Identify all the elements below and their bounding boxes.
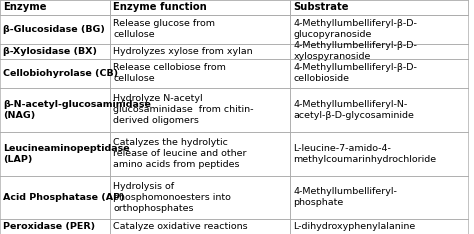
Text: Enzyme function: Enzyme function xyxy=(113,2,207,12)
Text: Catalyzes the hydrolytic
release of leucine and other
amino acids from peptides: Catalyzes the hydrolytic release of leuc… xyxy=(113,138,247,169)
Text: Hydrolysis of
phosphomonoesters into
orthophosphates: Hydrolysis of phosphomonoesters into ort… xyxy=(113,182,231,213)
Text: 4-Methyllumbelliferyl-β-D-
xylospyranoside: 4-Methyllumbelliferyl-β-D- xylospyranosi… xyxy=(293,41,417,61)
Text: 4-Methyllumbelliferyl-
phosphate: 4-Methyllumbelliferyl- phosphate xyxy=(293,187,397,208)
Text: Release cellobiose from
cellulose: Release cellobiose from cellulose xyxy=(113,63,226,83)
Text: Acid Phosphatase (AP): Acid Phosphatase (AP) xyxy=(3,193,125,202)
Text: L-dihydroxyphenylalanine: L-dihydroxyphenylalanine xyxy=(293,222,416,231)
Text: 4-Methyllumbelliferyl-β-D-
cellobioside: 4-Methyllumbelliferyl-β-D- cellobioside xyxy=(293,63,417,83)
Text: β-Glucosidase (BG): β-Glucosidase (BG) xyxy=(3,25,105,34)
Text: Cellobiohyrolase (CB): Cellobiohyrolase (CB) xyxy=(3,69,118,78)
Text: Hydrolyze N-acetyl
glucosaminidase  from chitin-
derived oligomers: Hydrolyze N-acetyl glucosaminidase from … xyxy=(113,94,254,125)
Text: Substrate: Substrate xyxy=(293,2,349,12)
Text: Peroxidase (PER): Peroxidase (PER) xyxy=(3,222,95,231)
Text: β-N-acetyl-glucosaminidase
(NAG): β-N-acetyl-glucosaminidase (NAG) xyxy=(3,100,151,120)
Text: L-leucine-7-amido-4-
methylcoumarinhydrochloride: L-leucine-7-amido-4- methylcoumarinhydro… xyxy=(293,143,437,164)
Text: β-Xylosidase (BX): β-Xylosidase (BX) xyxy=(3,47,97,56)
Text: Enzyme: Enzyme xyxy=(3,2,47,12)
Text: Leucineaminopeptidase
(LAP): Leucineaminopeptidase (LAP) xyxy=(3,143,130,164)
Text: 4-Methyllumbelliferyl-β-D-
glucopyranoside: 4-Methyllumbelliferyl-β-D- glucopyranosi… xyxy=(293,19,417,39)
Text: Release glucose from
cellulose: Release glucose from cellulose xyxy=(113,19,215,39)
Text: Hydrolyzes xylose from xylan: Hydrolyzes xylose from xylan xyxy=(113,47,253,56)
Text: 4-Methyllumbelliferyl-N-
acetyl-β-D-glycosaminide: 4-Methyllumbelliferyl-N- acetyl-β-D-glyc… xyxy=(293,100,414,120)
Text: Catalyze oxidative reactions: Catalyze oxidative reactions xyxy=(113,222,248,231)
